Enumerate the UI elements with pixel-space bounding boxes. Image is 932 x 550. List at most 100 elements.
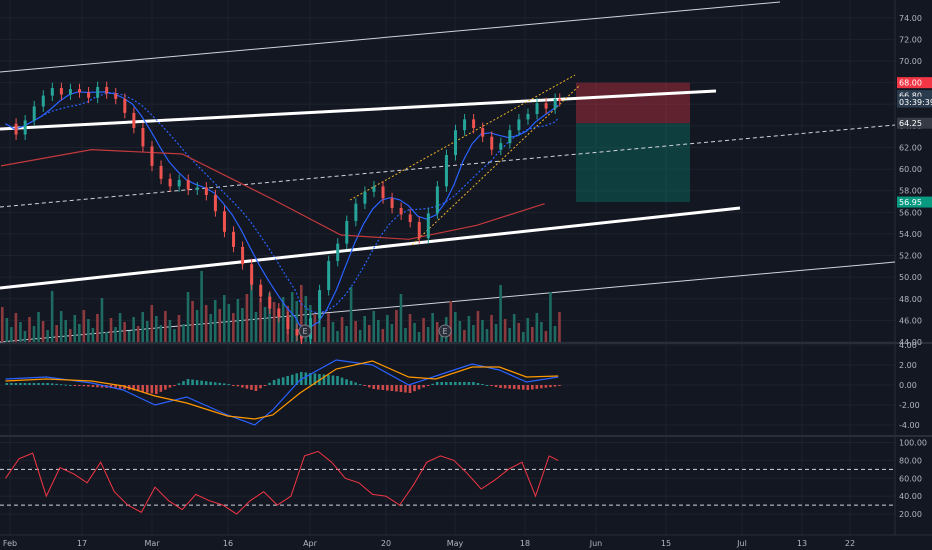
candle-body [168, 178, 172, 187]
volume-bar [517, 323, 521, 342]
macd-histogram-bar [50, 383, 54, 385]
volume-bar [32, 326, 36, 342]
candle-body [327, 260, 331, 291]
macd-histogram-bar [10, 383, 13, 385]
candle-body [286, 317, 290, 330]
price-tick-label: 72.00 [899, 35, 922, 44]
macd-histogram-bar [327, 375, 330, 385]
price-tick-label: 50.00 [899, 273, 922, 282]
candle-body [23, 120, 27, 135]
volume-bar [91, 328, 95, 342]
volume-bar [499, 285, 502, 342]
macd-histogram-bar [277, 378, 280, 385]
macd-histogram-bar [508, 385, 511, 389]
time-tick-label: Jun [589, 539, 603, 548]
candle-body [241, 246, 245, 265]
macd-histogram-bar [209, 381, 212, 385]
volume-bar [535, 313, 539, 342]
volume-bar [508, 328, 511, 342]
price-tag-box [897, 77, 932, 89]
volume-bar [413, 323, 416, 342]
volume-bar [191, 301, 194, 342]
macd-histogram-bar [227, 384, 231, 385]
macd-histogram-bar [358, 384, 362, 386]
candle-body [390, 198, 394, 208]
volume-bar [222, 295, 226, 342]
channel-lower-trendline [0, 206, 741, 290]
volume-bar [327, 313, 330, 342]
candle-body [299, 335, 303, 339]
macd-tick-label: 2.00 [899, 361, 917, 370]
candle-body [159, 165, 163, 179]
macd-histogram-bar [87, 385, 90, 387]
macd-histogram-bar [431, 383, 434, 385]
macd-histogram-bar [354, 382, 357, 385]
macd-histogram-bar [472, 382, 475, 385]
rsi-tick-label: 60.00 [899, 474, 922, 483]
macd-histogram-bar [64, 384, 68, 386]
macd-histogram-bar [372, 385, 376, 389]
candle-body [372, 186, 376, 192]
volume-bar [395, 310, 398, 342]
macd-tick-label: 0.00 [899, 381, 917, 390]
volume-bar [363, 316, 366, 342]
macd-histogram-bar [222, 383, 226, 385]
volume-bar [512, 314, 516, 342]
macd-histogram-bar [218, 382, 222, 385]
volume-bar [5, 318, 9, 342]
price-tick-label: 58.00 [899, 187, 922, 196]
price-tick-label: 62.00 [899, 143, 922, 152]
volume-bar [114, 327, 117, 342]
volume-bar [87, 319, 90, 342]
macd-tick-label: -4.00 [899, 421, 920, 430]
volume-bar [299, 285, 303, 342]
macd-histogram-bar [268, 382, 271, 385]
macd-histogram-bar [340, 377, 344, 385]
macd-histogram [5, 372, 561, 394]
macd-histogram-bar [413, 385, 416, 392]
macd-histogram-bar [331, 375, 335, 385]
candle-body [87, 92, 91, 98]
macd-histogram-bar [295, 373, 299, 385]
candle-body [381, 186, 385, 199]
rsi-tick-label: 40.00 [899, 492, 922, 501]
macd-histogram-bar [177, 383, 181, 385]
volume-bar [494, 324, 498, 342]
macd-histogram-bar [118, 385, 122, 389]
rising-wedge-upper [349, 74, 576, 201]
macd-histogram-bar [512, 385, 516, 389]
candle-body [544, 103, 548, 109]
macd-histogram-bar [304, 372, 308, 385]
volume-bar [372, 311, 376, 342]
volume-bar [553, 326, 557, 342]
candle-body [141, 128, 145, 147]
macd-histogram-bar [458, 382, 462, 385]
volume-bar [37, 312, 40, 342]
candle-body [481, 128, 485, 137]
macd-histogram-bar [168, 385, 172, 388]
macd-histogram-bar [254, 385, 258, 391]
volume-bar [236, 299, 240, 342]
volume-bar [105, 332, 108, 342]
volume-bar [218, 309, 222, 342]
macd-histogram-bar [59, 384, 63, 386]
macd-histogram-bar [322, 374, 326, 385]
volume-bar [472, 325, 475, 342]
volume-bar [41, 321, 45, 342]
macd-histogram-bar [136, 385, 140, 392]
volume-bar [127, 331, 131, 342]
moving-average-fast [5, 91, 559, 329]
macd-histogram-bar [544, 385, 548, 388]
volume-bar [458, 321, 462, 342]
macd-histogram-bar [313, 373, 317, 385]
price-tick-label: 60.00 [899, 165, 922, 174]
price-tick-label: 46.00 [899, 316, 922, 325]
candle-body [268, 296, 272, 309]
volume-bar [10, 327, 13, 342]
volume-bar [322, 327, 326, 342]
volume-bar [367, 325, 371, 342]
volume-bar [19, 322, 22, 342]
macd-histogram-bar [367, 385, 371, 388]
volume-bar [136, 326, 140, 342]
